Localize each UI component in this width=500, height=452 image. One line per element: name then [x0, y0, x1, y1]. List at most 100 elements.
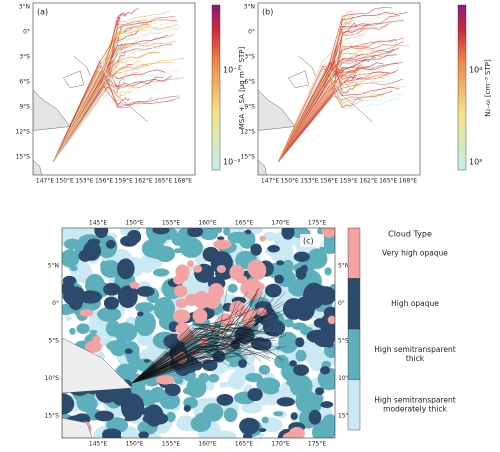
cloud-patch [135, 302, 155, 313]
land [62, 337, 133, 394]
cloud-patch [310, 402, 322, 412]
cloud-patch [124, 348, 133, 354]
cloud-patch [92, 335, 101, 343]
cloud-patch [283, 319, 294, 328]
lon-label: 150°E [125, 441, 143, 448]
cloud-patch [72, 266, 93, 281]
trajectory [278, 90, 393, 162]
lon-label: 165°E [235, 220, 253, 227]
trajectory [131, 335, 224, 384]
legend-swatch [347, 379, 361, 431]
lon-label: 145°E [89, 220, 107, 227]
trajectory [131, 323, 262, 384]
cloud-patch [173, 285, 188, 298]
panel-label: (a) [37, 8, 48, 17]
trajectory [52, 68, 182, 162]
cloud-patch [155, 374, 175, 385]
trajectory [131, 328, 231, 384]
trajectory [131, 333, 272, 384]
cloud-patch [267, 245, 280, 253]
cloud-patch [193, 264, 203, 273]
trajectory [131, 323, 248, 384]
trajectory [52, 38, 155, 162]
lon-label: 155°E [162, 220, 180, 227]
cloud-patch [325, 341, 334, 348]
cloud-patch [116, 258, 135, 280]
trajectory [131, 307, 257, 384]
trajectory [52, 63, 134, 162]
lat-label: 5°N [48, 263, 59, 270]
lon-label: 150°E [281, 178, 299, 185]
trajectory [278, 86, 362, 162]
cloud-patch [263, 319, 286, 337]
cloud-patch [321, 228, 335, 238]
cloud-patch [289, 360, 297, 367]
trajectory [53, 31, 160, 162]
legend-swatch [347, 227, 361, 279]
cloud-patch [112, 348, 121, 356]
lat-label: 5°S [48, 338, 59, 345]
lon-label: 145°E [89, 441, 107, 448]
trajectory [52, 12, 127, 162]
cloud-patch [143, 359, 151, 363]
cloud-patch [62, 252, 69, 258]
cloud-patch [223, 228, 231, 236]
trajectory [131, 298, 238, 384]
trajectory [52, 84, 140, 162]
lon-label: 147°E [261, 178, 279, 185]
legend-label: High opaque [391, 299, 439, 308]
cloud-patch [307, 248, 328, 269]
trajectory [131, 314, 267, 384]
cloud-patch [258, 428, 267, 433]
cloud-patch [217, 236, 225, 241]
cloud-patch [320, 401, 334, 409]
legend-title: Cloud Type [388, 230, 432, 239]
cloud-patch [120, 286, 138, 298]
lon-label: 159°E [340, 178, 358, 185]
trajectory [131, 323, 215, 384]
land [258, 89, 296, 131]
cloud-patch [145, 391, 157, 403]
cloud-patch [105, 239, 116, 249]
cloud-patch [216, 393, 234, 406]
cloud-patch [201, 359, 218, 372]
cloud-patch [103, 296, 119, 310]
cloud-patch [120, 364, 138, 376]
lon-label: 153°E [300, 178, 318, 185]
lat-label: 10°S [45, 375, 60, 382]
trajectory [52, 70, 180, 162]
cloud-patch [227, 411, 238, 419]
trajectory [277, 11, 356, 162]
cloud-patch [293, 364, 309, 376]
cloud-patch [79, 290, 103, 304]
cloud-patch [265, 283, 282, 298]
cloud-patch [102, 429, 112, 438]
cloud-patch [173, 309, 191, 324]
cloud-patch [238, 230, 256, 249]
cloud-patch [63, 286, 86, 306]
cloud-patch [164, 383, 181, 397]
cloud-patch [324, 267, 332, 276]
cloud-patch [187, 228, 204, 238]
cloud-patch [216, 264, 226, 274]
trajectory [277, 74, 349, 162]
trajectory [131, 328, 248, 384]
cloud-patch [320, 366, 330, 375]
cloud-patch [311, 392, 324, 404]
cloud-patch [126, 229, 142, 244]
colorbar-tick-label: 10⁻² [223, 158, 241, 167]
cloud-patch [182, 386, 198, 395]
lon-label: 162°E [359, 178, 377, 185]
cloud-patch [278, 331, 299, 354]
trajectory [53, 79, 152, 162]
cloud-patch [124, 417, 133, 422]
trajectory [53, 90, 126, 162]
cloud-patch [219, 382, 227, 388]
trajectory [52, 50, 126, 162]
cloud-patch [150, 243, 157, 249]
cloud-patch [244, 229, 252, 235]
trajectory [131, 298, 275, 384]
trajectory [52, 43, 126, 162]
lat-label: 6°S [19, 79, 30, 86]
lat-label: 15°S [16, 154, 31, 161]
